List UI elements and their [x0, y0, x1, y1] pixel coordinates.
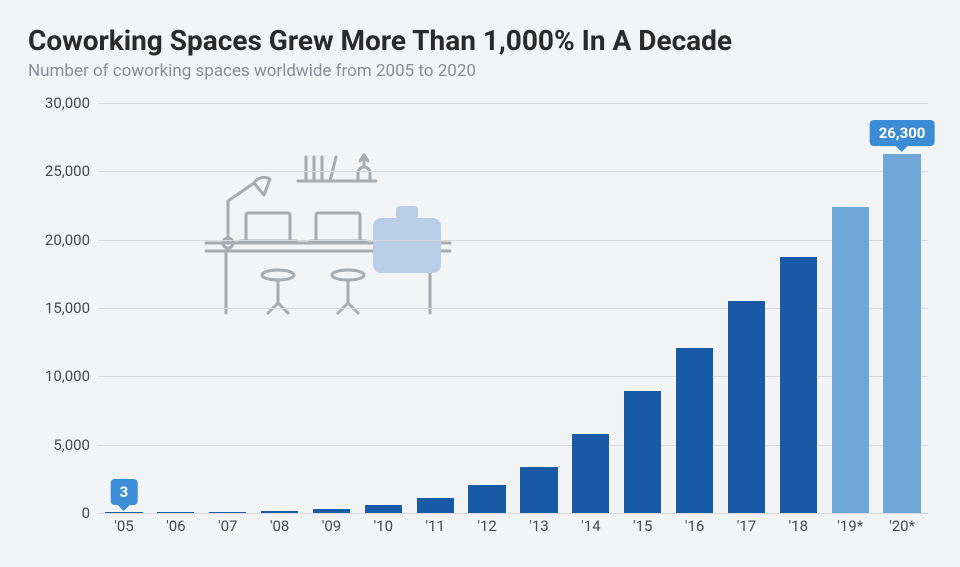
coworking-desk-illustration	[198, 143, 458, 323]
value-callout: 26,300	[870, 120, 935, 146]
chart-container: Coworking Spaces Grew More Than 1,000% I…	[0, 0, 960, 567]
gridline	[98, 103, 928, 104]
x-tick-label: '06	[166, 517, 185, 535]
x-tick-label: '14	[581, 517, 600, 535]
x-tick-label: '08	[270, 517, 289, 535]
y-tick-label: 30,000	[45, 94, 90, 112]
x-tick-label: '18	[789, 517, 808, 535]
x-tick-label: '19*	[837, 517, 863, 535]
bar	[157, 512, 194, 513]
x-tick-label: '13	[529, 517, 548, 535]
bar	[728, 301, 765, 513]
bar	[832, 207, 869, 513]
chart-title: Coworking Spaces Grew More Than 1,000% I…	[28, 24, 932, 57]
x-tick-label: '11	[425, 517, 444, 535]
y-tick-label: 5,000	[53, 436, 90, 454]
chart-area: 0 5,000 10,000 15,000 20,000 25,000 30,000	[28, 93, 933, 548]
chart-subtitle: Number of coworking spaces worldwide fro…	[28, 61, 932, 81]
x-tick-label: '15	[633, 517, 652, 535]
bar	[417, 498, 454, 513]
x-tick-label: '10	[374, 517, 393, 535]
bar	[624, 391, 661, 513]
x-tick-label: '09	[322, 517, 341, 535]
value-callout: 3	[111, 479, 138, 505]
bar	[468, 485, 505, 513]
plot-area: 326,300	[98, 103, 928, 513]
bar	[883, 154, 920, 513]
y-axis: 05,00010,00015,00020,00025,00030,000	[28, 103, 98, 513]
x-tick-label: '05	[114, 517, 133, 535]
x-tick-label: '17	[737, 517, 756, 535]
gridline	[98, 171, 928, 172]
bar	[780, 257, 817, 513]
bar	[313, 509, 350, 513]
bar	[365, 505, 402, 513]
x-axis: '05 '06 '07 '08 '09 '10 '11 '12 '13 '14 '15 '16 '17 '…	[98, 517, 928, 543]
bar	[209, 512, 246, 513]
x-tick-label: '20*	[889, 517, 915, 535]
gridline	[98, 240, 928, 241]
y-tick-label: 0	[82, 504, 90, 522]
bar	[520, 467, 557, 513]
x-tick-label: '07	[218, 517, 237, 535]
y-tick-label: 25,000	[45, 162, 90, 180]
bar	[572, 434, 609, 513]
y-tick-label: 15,000	[45, 299, 90, 317]
gridline	[98, 513, 928, 514]
x-tick-label: '12	[477, 517, 496, 535]
x-tick-label: '16	[685, 517, 704, 535]
y-tick-label: 10,000	[45, 367, 90, 385]
bar	[261, 511, 298, 513]
y-tick-label: 20,000	[45, 231, 90, 249]
bar	[676, 348, 713, 513]
